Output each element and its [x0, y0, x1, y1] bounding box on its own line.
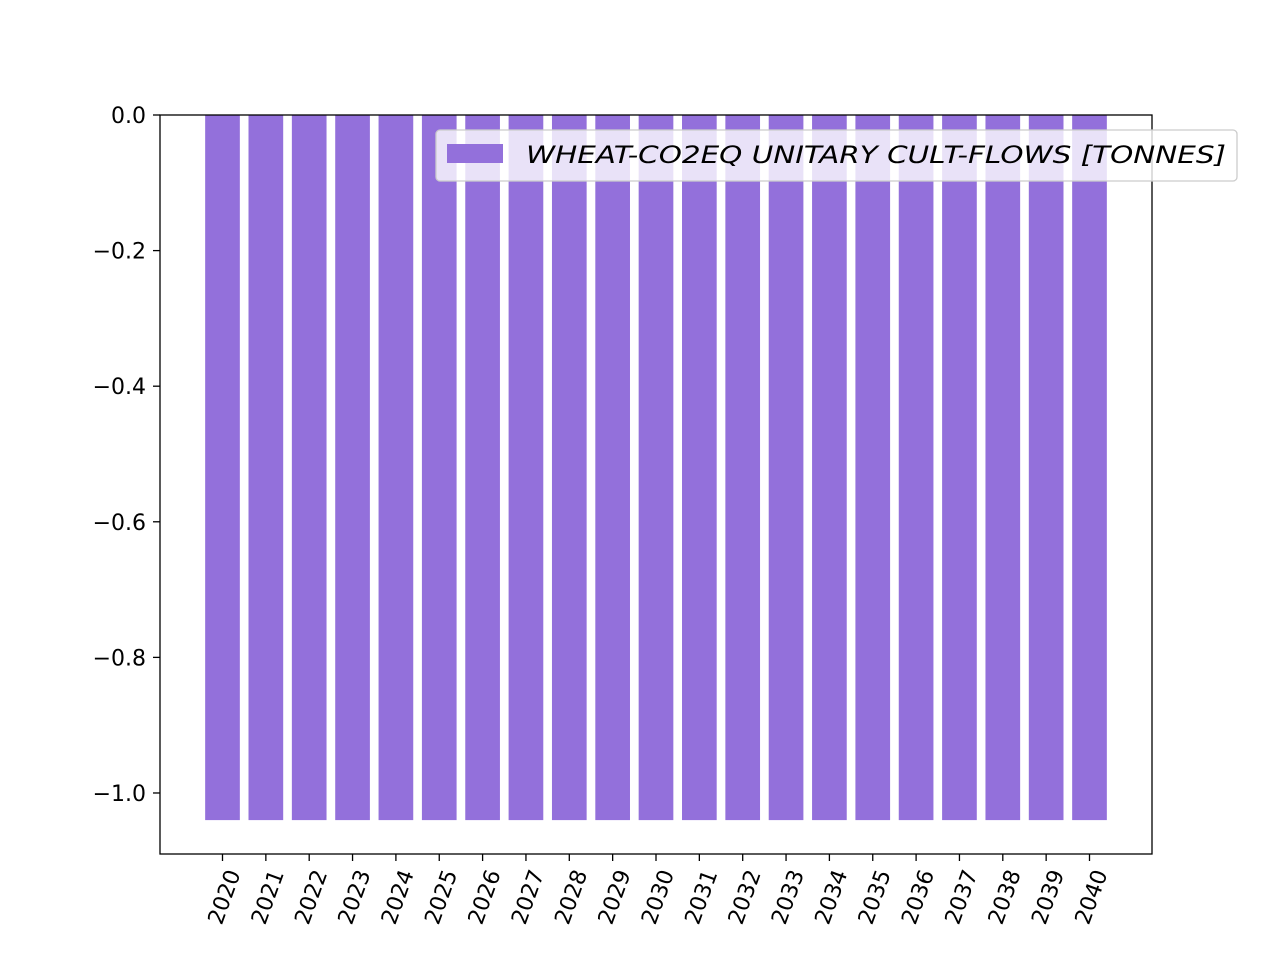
bar-2030: [638, 115, 674, 821]
legend-swatch: [447, 144, 503, 163]
bar-2026: [465, 115, 500, 821]
y-tick-label: −0.2: [93, 240, 146, 265]
x-tick-label-2031: 2031: [681, 867, 724, 928]
x-tick-label-2040: 2040: [1071, 867, 1114, 928]
bar-2040: [1072, 115, 1107, 821]
bar-2036: [898, 115, 934, 821]
x-tick-label-2022: 2022: [290, 867, 333, 928]
x-tick-label-2026: 2026: [464, 867, 507, 928]
y-tick-label: 0.0: [111, 104, 146, 129]
legend-box: [435, 129, 1238, 182]
y-tick-label: −1.0: [93, 782, 146, 807]
bar-2024: [378, 115, 414, 821]
x-tick-label-2025: 2025: [421, 867, 464, 928]
x-tick-label-2039: 2039: [1027, 867, 1070, 928]
legend: WHEAT-CO2EQ UNITARY CULT-FLOWS [TONNES]: [435, 129, 1238, 182]
x-tick-label-2020: 2020: [204, 867, 247, 928]
y-tick-label: −0.6: [93, 511, 146, 536]
x-tick-label-2029: 2029: [594, 867, 637, 928]
bar-2038: [985, 115, 1021, 821]
bar-2034: [812, 115, 847, 821]
x-tick-label-2034: 2034: [811, 867, 854, 928]
x-axis: 2020 2021 2022 2023 2024 2025 2026 2027 2028 2029…: [204, 854, 1114, 928]
bar-2023: [335, 115, 370, 821]
bar-2039: [1028, 115, 1064, 821]
bar-2025: [421, 115, 457, 821]
x-tick-label-2021: 2021: [247, 867, 290, 928]
x-tick-label-2033: 2033: [767, 867, 810, 928]
bar-2029: [595, 115, 630, 821]
x-tick-label-2027: 2027: [507, 867, 550, 928]
x-tick-label-2023: 2023: [334, 867, 377, 928]
x-tick-label-2030: 2030: [637, 867, 680, 928]
y-tick-label: −0.4: [93, 375, 146, 400]
bar-2033: [768, 115, 804, 821]
x-tick-label-2038: 2038: [984, 867, 1027, 928]
bar-2035: [855, 115, 891, 821]
bar-2027: [508, 115, 544, 821]
x-tick-label-2032: 2032: [724, 867, 767, 928]
bar-2021: [248, 115, 284, 821]
legend-label: WHEAT-CO2EQ UNITARY CULT-FLOWS [TONNES]: [526, 141, 1226, 169]
bars-layer: [205, 115, 1107, 821]
x-tick-label-2037: 2037: [941, 867, 984, 928]
x-tick-label-2028: 2028: [551, 867, 594, 928]
y-tick-label: −0.8: [93, 646, 146, 671]
x-tick-label-2036: 2036: [897, 867, 940, 928]
bar-2022: [291, 115, 327, 821]
bar-2031: [682, 115, 717, 821]
y-axis: 0.0 −0.2 −0.4 −0.6 −0.8 −1.0: [93, 104, 160, 807]
x-tick-label-2035: 2035: [854, 867, 897, 928]
x-tick-label-2024: 2024: [377, 867, 420, 928]
bar-2037: [942, 115, 977, 821]
bar-2032: [725, 115, 761, 821]
bar-2028: [551, 115, 587, 821]
bar-2020: [205, 115, 240, 821]
